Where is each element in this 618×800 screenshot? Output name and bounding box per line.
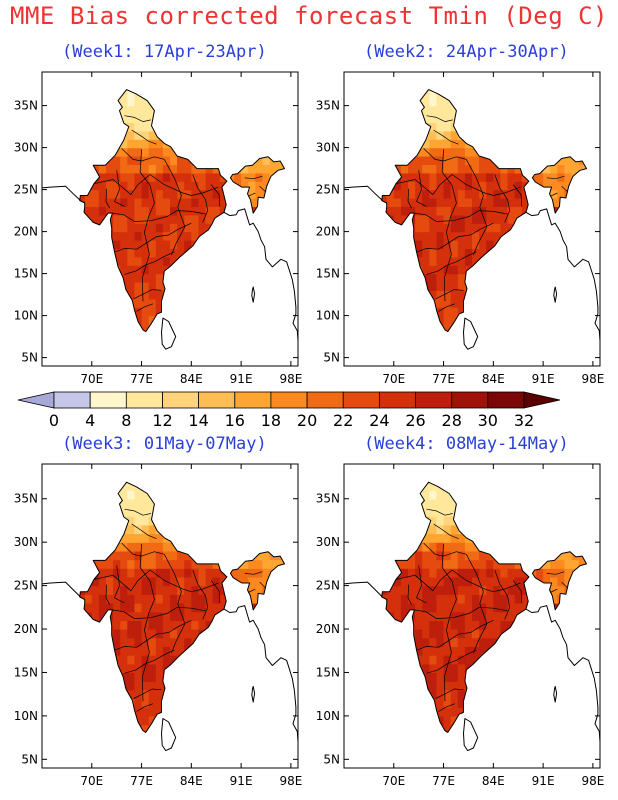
lat-tick-label: 35N [14,99,38,113]
lon-tick-label: 91E [532,774,555,788]
lat-tick-label: 15N [316,665,340,679]
lon-tick-label: 91E [532,372,555,386]
panel-title-week3: (Week3: 01May-07May) [62,434,267,454]
map-frame [41,463,299,769]
colorbar-swatch [306,391,344,409]
boundaries [343,89,601,350]
colorbar-label: 16 [225,411,245,430]
colorbar-label: 12 [152,411,172,430]
lon-tick-label: 84E [482,774,505,788]
lat-tick-label: 30N [316,535,340,549]
colorbar-swatch [378,391,416,409]
lon-tick-label: 91E [230,774,253,788]
lon-tick-label: 77E [432,372,455,386]
lat-tick-label: 5N [323,752,340,766]
lon-tick-label: 77E [432,774,455,788]
lat-tick-label: 15N [316,267,340,281]
lon-tick-label: 70E [382,774,405,788]
lat-tick-label: 15N [14,267,38,281]
lat-tick-label: 10N [14,309,38,323]
lat-tick-label: 10N [316,709,340,723]
colorbar-label: 24 [369,411,389,430]
lon-tick-label: 91E [230,372,253,386]
colorbar-label: 4 [85,411,95,430]
lon-tick-label: 84E [180,774,203,788]
colorbar: 0 4 8 12 14 16 18 20 22 24 26 28 30 32 [17,391,561,430]
colorbar-swatch [487,391,525,409]
lon-tick-label: 98E [581,774,604,788]
figure-title: MME Bias corrected forecast Tmin (Deg C) [10,2,608,30]
map-panel-3: 70E 77E 84E 91E 98E 5N 10N 15N 20N 25N 30N 35N [14,463,302,788]
colorbar-label: 20 [297,411,317,430]
colorbar-swatch [342,391,380,409]
colorbar-swatch [451,391,489,409]
map-frame [343,71,601,367]
lon-tick-label: 98E [279,372,302,386]
boundaries [41,481,299,752]
colorbar-label: 8 [121,411,131,430]
lon-tick-label: 84E [180,372,203,386]
colorbar-label: 28 [442,411,462,430]
lon-tick-label: 70E [80,372,103,386]
colorbar-label: 0 [49,411,59,430]
boundaries [343,481,601,752]
boundaries [41,89,299,350]
lat-tick-label: 5N [21,351,38,365]
lat-tick-label: 25N [14,183,38,197]
lat-tick-label: 30N [14,535,38,549]
panel-title-week1: (Week1: 17Apr-23Apr) [62,42,267,62]
lon-tick-label: 98E [279,774,302,788]
lat-tick-label: 25N [316,579,340,593]
map-panel-1: 70E 77E 84E 91E 98E 5N 10N 15N 20N 25N 30N 35N [14,71,302,386]
lat-tick-label: 20N [14,622,38,636]
lat-tick-label: 20N [316,622,340,636]
colorbar-swatch [53,391,91,409]
colorbar-label: 18 [261,411,281,430]
colorbar-swatch [198,391,236,409]
map-panel-2: 70E 77E 84E 91E 98E 5N 10N 15N 20N 25N 30N 35N [316,71,604,386]
lat-tick-label: 35N [316,99,340,113]
lat-tick-label: 30N [316,141,340,155]
colorbar-swatch [270,391,308,409]
colorbar-label: 32 [514,411,534,430]
colorbar-label: 26 [405,411,425,430]
lat-tick-label: 20N [14,225,38,239]
lon-tick-label: 70E [80,774,103,788]
colorbar-swatch [415,391,453,409]
lon-tick-label: 84E [482,372,505,386]
colorbar-high-arrow [523,391,561,409]
lat-tick-label: 20N [316,225,340,239]
lon-tick-label: 70E [382,372,405,386]
panel-title-week2: (Week2: 24Apr-30Apr) [364,42,569,62]
lat-tick-label: 5N [21,752,38,766]
lat-tick-label: 25N [14,579,38,593]
lat-tick-label: 30N [14,141,38,155]
map-panel-4: 70E 77E 84E 91E 98E 5N 10N 15N 20N 25N 30N 35N [316,463,604,788]
colorbar-label: 30 [478,411,498,430]
colorbar-swatch [89,391,127,409]
lon-tick-label: 77E [130,774,153,788]
colorbar-label: 22 [333,411,353,430]
lat-tick-label: 35N [316,492,340,506]
colorbar-swatch [125,391,163,409]
map-frame [41,71,299,367]
lat-tick-label: 35N [14,492,38,506]
lat-tick-label: 5N [323,351,340,365]
colorbar-low-arrow [17,391,55,409]
lat-tick-label: 10N [316,309,340,323]
panel-title-week4: (Week4: 08May-14May) [364,434,569,454]
colorbar-swatch [234,391,272,409]
lat-tick-label: 25N [316,183,340,197]
map-frame [343,463,601,769]
lon-tick-label: 77E [130,372,153,386]
colorbar-label: 14 [188,411,208,430]
colorbar-swatch [162,391,200,409]
lat-tick-label: 10N [14,709,38,723]
lon-tick-label: 98E [581,372,604,386]
lat-tick-label: 15N [14,665,38,679]
